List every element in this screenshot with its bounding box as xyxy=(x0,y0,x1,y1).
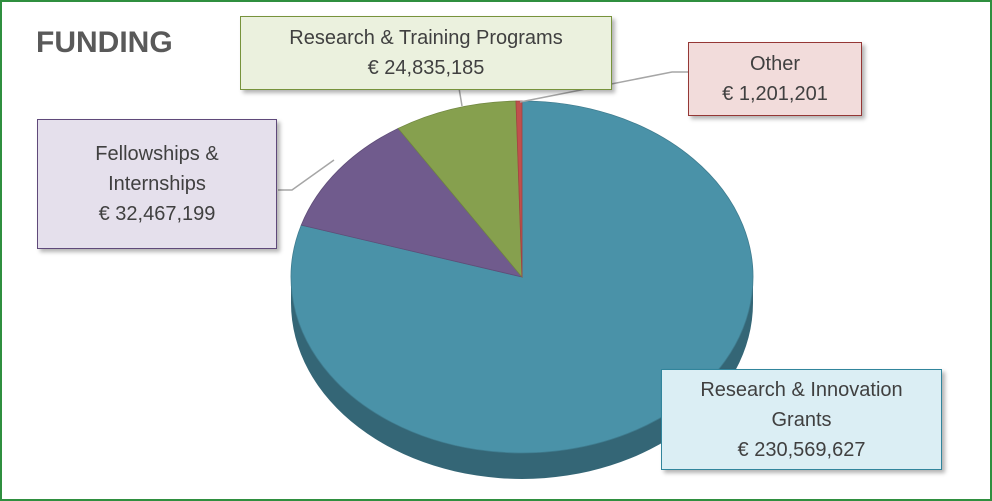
data-label-box: Other € 1,201,201 xyxy=(688,42,862,116)
leader-line xyxy=(458,87,463,107)
data-label-box: Fellowships & Internships € 32,467,199 xyxy=(37,119,277,249)
chart-title: FUNDING xyxy=(36,26,173,59)
category-label: Other xyxy=(749,53,801,75)
value-label: € 1,201,201 xyxy=(722,83,828,105)
pie-slice xyxy=(300,127,524,278)
value-label: € 230,569,627 xyxy=(737,438,866,461)
data-label-box: Research & Training Programs € 24,835,18… xyxy=(240,16,612,90)
category-label: Fellowships & Internships xyxy=(95,143,219,195)
category-label: Research & Training Programs xyxy=(289,27,563,49)
leader-line xyxy=(278,159,335,191)
category-label: Research & Innovation Grants xyxy=(700,378,903,431)
value-label: € 24,835,185 xyxy=(367,57,485,79)
leader-line xyxy=(519,71,688,103)
data-label-box: Research & Innovation Grants € 230,569,6… xyxy=(661,369,942,470)
pie-slice xyxy=(397,100,523,279)
value-label: € 32,467,199 xyxy=(98,203,216,225)
